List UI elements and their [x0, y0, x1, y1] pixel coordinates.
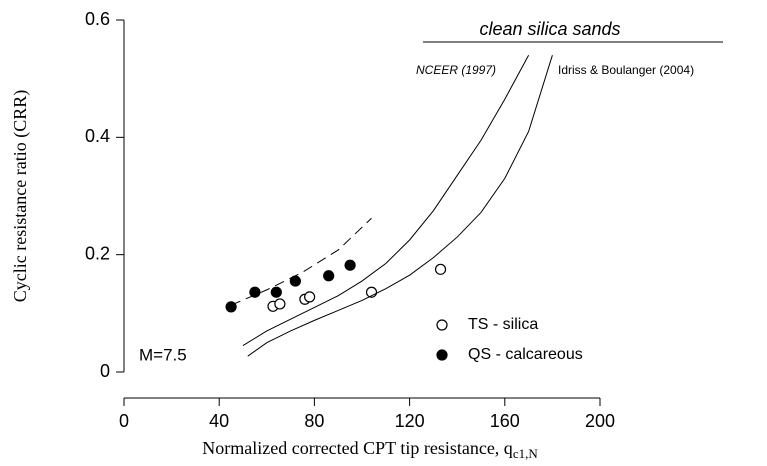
x-axis-label-main: Normalized corrected CPT tip resistance,…	[202, 438, 513, 458]
x-tick-label: 40	[209, 411, 229, 431]
point	[323, 270, 335, 282]
x-tick-label: 120	[395, 411, 425, 431]
curve	[247, 55, 553, 357]
legend-label: QS - calcareous	[468, 346, 583, 363]
legend-marker	[436, 349, 448, 361]
annotation: clean silica sands	[479, 19, 620, 39]
annotation: M=7.5	[139, 345, 187, 364]
curve	[230, 217, 372, 306]
x-tick-label: 160	[490, 411, 520, 431]
x-tick-label: 200	[585, 411, 615, 431]
y-tick-label: 0.4	[85, 126, 110, 146]
legend-label: TS - silica	[468, 316, 538, 333]
x-tick-label: 80	[304, 411, 324, 431]
point	[249, 286, 261, 298]
y-tick-label: 0.2	[85, 243, 110, 263]
curve	[242, 54, 530, 347]
curve-label: NCEER (1997)	[416, 63, 496, 77]
point	[274, 298, 286, 310]
y-tick-label: 0	[100, 361, 110, 381]
y-axis-label: Cyclic resistance ratio (CRR)	[10, 90, 31, 302]
point	[434, 263, 447, 275]
y-tick-label: 0.6	[85, 9, 110, 29]
x-axis-label-sub: c1,N	[513, 446, 539, 461]
point	[304, 291, 316, 303]
point	[270, 286, 282, 298]
legend-marker	[436, 319, 448, 331]
curve-label: Idriss & Boulanger (2004)	[558, 63, 694, 77]
x-tick-label: 0	[119, 411, 129, 431]
x-axis-label: Normalized corrected CPT tip resistance,…	[202, 438, 538, 461]
point	[344, 259, 356, 271]
